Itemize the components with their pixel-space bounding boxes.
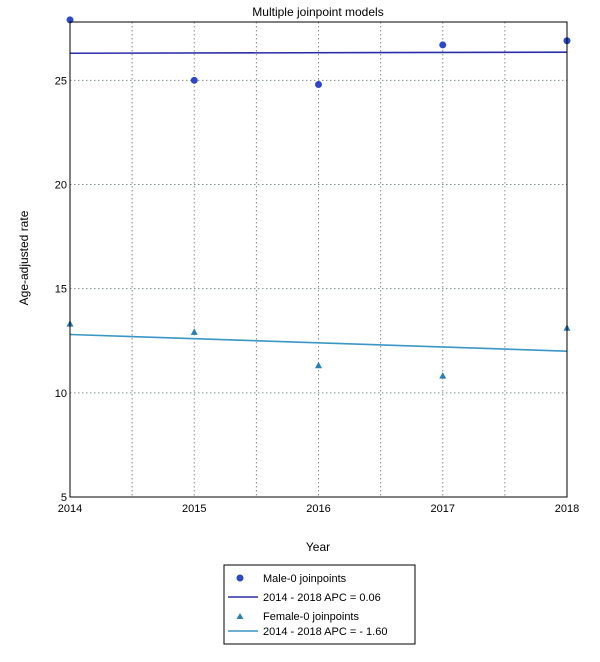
point-female-2017 (439, 372, 447, 379)
y-axis-label: Age-adjusted rate (17, 210, 31, 305)
trend-layer (69, 51, 568, 352)
chart-title: Multiple joinpoint models (252, 5, 383, 19)
y-tick-label: 15 (55, 284, 67, 296)
x-tick-label: 2017 (431, 503, 455, 515)
trend-line-0 (69, 51, 568, 55)
trend-line-1 (69, 333, 568, 352)
point-male-2016 (315, 81, 322, 88)
x-tick-labels: 2014 2015 2016 2017 2018 (58, 503, 579, 515)
y-tick-label: 10 (55, 388, 67, 400)
point-male-2017 (439, 41, 447, 49)
y-tick-label: 5 (61, 492, 67, 504)
legend-label-female-trend: 2014 - 2018 APC = - 1.60 (263, 626, 387, 638)
legend: Male-0 joinpoints 2014 - 2018 APC = 0.06… (223, 564, 416, 645)
x-tick-label: 2016 (306, 503, 330, 515)
legend-marker-male (236, 574, 244, 582)
y-tick-label: 25 (55, 75, 67, 87)
legend-label-male: Male-0 joinpoints (263, 573, 347, 585)
point-female-2015 (190, 328, 198, 335)
y-tick-label: 20 (55, 180, 67, 192)
grid-layer (70, 22, 567, 497)
x-tick-label: 2014 (58, 503, 82, 515)
y-tick-labels: 5 10 15 20 25 (55, 75, 67, 504)
point-male-2015 (190, 76, 198, 84)
x-axis-label: Year (306, 540, 330, 554)
legend-label-male-trend: 2014 - 2018 APC = 0.06 (263, 592, 381, 604)
x-tick-label: 2015 (182, 503, 206, 515)
legend-label-female: Female-0 joinpoints (263, 611, 359, 623)
point-female-2016 (315, 361, 322, 369)
x-tick-label: 2018 (555, 503, 579, 515)
plot-frame (69, 21, 568, 498)
legend-marker-female (236, 613, 244, 619)
